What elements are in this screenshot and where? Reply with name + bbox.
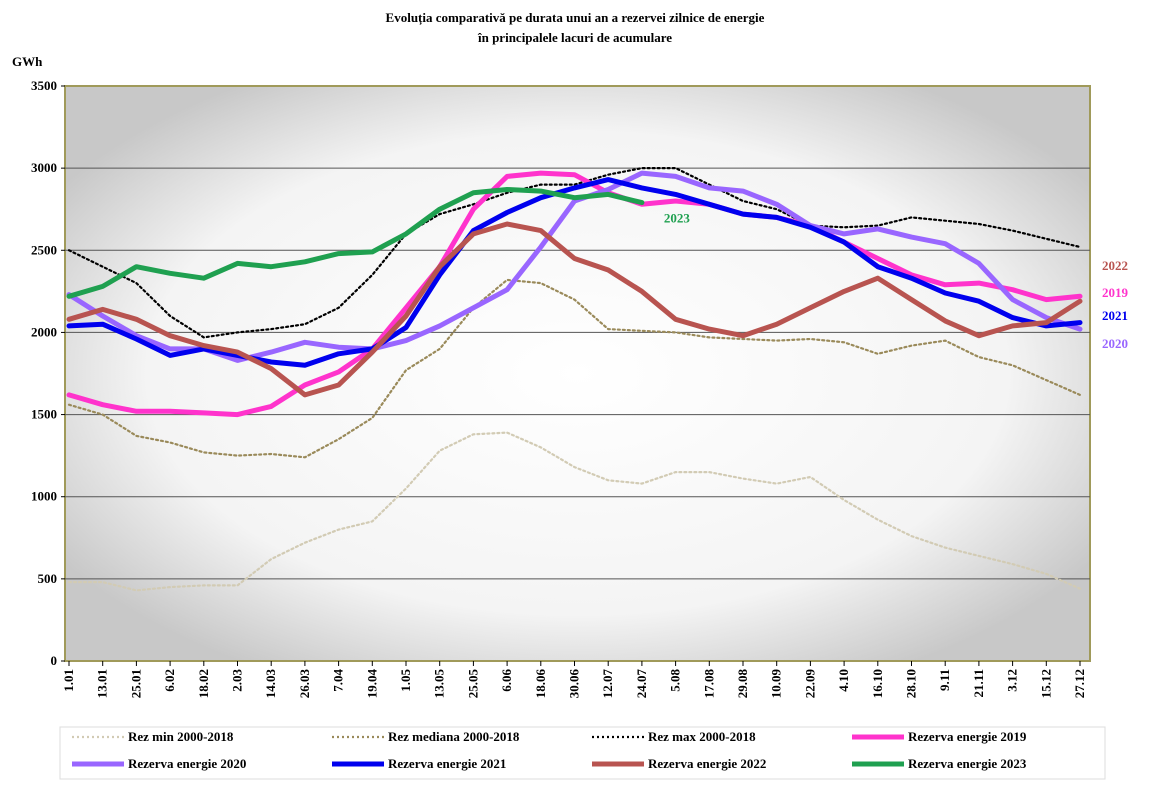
x-tick-label: 7.04 [331, 669, 346, 692]
series-line [66, 170, 1083, 418]
series-line [67, 167, 1082, 339]
x-tick-label: 12.07 [600, 669, 615, 699]
series-line [66, 187, 645, 299]
series-end-label: 2019 [1102, 285, 1129, 300]
x-tick-label: 19.04 [364, 669, 379, 699]
series-end-label: 2020 [1102, 336, 1128, 351]
x-tick-label: 25.01 [128, 669, 143, 698]
x-tick-label: 9.11 [937, 669, 952, 691]
legend-label: Rezerva energie 2022 [648, 756, 766, 771]
chart-title: Evoluția comparativă pe durata unui an a… [386, 10, 765, 26]
y-tick-label: 0 [51, 653, 58, 668]
x-tick-label: 14.03 [263, 669, 278, 699]
x-tick-label: 3.12 [1005, 669, 1020, 692]
series-line [67, 278, 1082, 459]
x-tick-label: 5.08 [668, 669, 683, 692]
x-tick-label: 1.01 [61, 669, 76, 692]
x-tick-label: 15.12 [1038, 669, 1053, 698]
x-tick-label: 13.05 [432, 669, 447, 699]
legend-label: Rez min 2000-2018 [128, 729, 234, 744]
x-tick-label: 6.02 [162, 669, 177, 692]
x-tick-label: 22.09 [802, 669, 817, 699]
legend-label: Rezerva energie 2019 [908, 729, 1027, 744]
x-tick-label: 6.06 [499, 669, 514, 692]
x-tick-label: 25.05 [465, 669, 480, 699]
x-tick-label: 24.07 [634, 669, 649, 699]
x-tick-label: 2.03 [230, 669, 245, 692]
y-tick-label: 1500 [31, 407, 57, 422]
x-tick-label: 27.12 [1072, 669, 1087, 698]
x-tick-label: 1.05 [398, 669, 413, 692]
x-tick-label: 4.10 [836, 669, 851, 692]
x-tick-label: 13.01 [95, 669, 110, 698]
x-tick-label: 21.11 [971, 669, 986, 698]
series-end-label: 2021 [1102, 308, 1128, 323]
y-tick-label: 3500 [31, 78, 57, 93]
legend-label: Rez mediana 2000-2018 [388, 729, 520, 744]
x-tick-label: 10.09 [769, 669, 784, 699]
y-tick-label: 3000 [31, 160, 57, 175]
chart-title: în principalele lacuri de acumulare [477, 30, 672, 45]
y-tick-label: 2500 [31, 242, 57, 257]
legend-label: Rezerva energie 2020 [128, 756, 246, 771]
x-tick-label: 16.10 [870, 669, 885, 698]
series-end-label: 2022 [1102, 258, 1128, 273]
y-tick-label: 500 [38, 571, 58, 586]
x-tick-label: 17.08 [701, 669, 716, 699]
y-tick-label: 1000 [31, 489, 57, 504]
y-axis-label: GWh [12, 54, 43, 69]
x-tick-label: 28.10 [904, 669, 919, 698]
series-end-label: 2023 [664, 211, 691, 226]
y-tick-label: 2000 [31, 324, 57, 339]
x-tick-label: 18.02 [196, 669, 211, 698]
legend-label: Rez max 2000-2018 [648, 729, 756, 744]
x-tick-label: 29.08 [735, 669, 750, 699]
series-line [66, 170, 1083, 363]
legend-label: Rezerva energie 2021 [388, 756, 506, 771]
series-line [66, 177, 1083, 368]
x-tick-label: 18.06 [533, 669, 548, 699]
x-tick-label: 26.03 [297, 669, 312, 699]
x-tick-label: 30.06 [567, 669, 582, 699]
series-line [67, 431, 1082, 592]
legend-label: Rezerva energie 2023 [908, 756, 1027, 771]
legend [59, 726, 1106, 780]
series-line [66, 221, 1083, 398]
plot-area [64, 85, 1091, 662]
